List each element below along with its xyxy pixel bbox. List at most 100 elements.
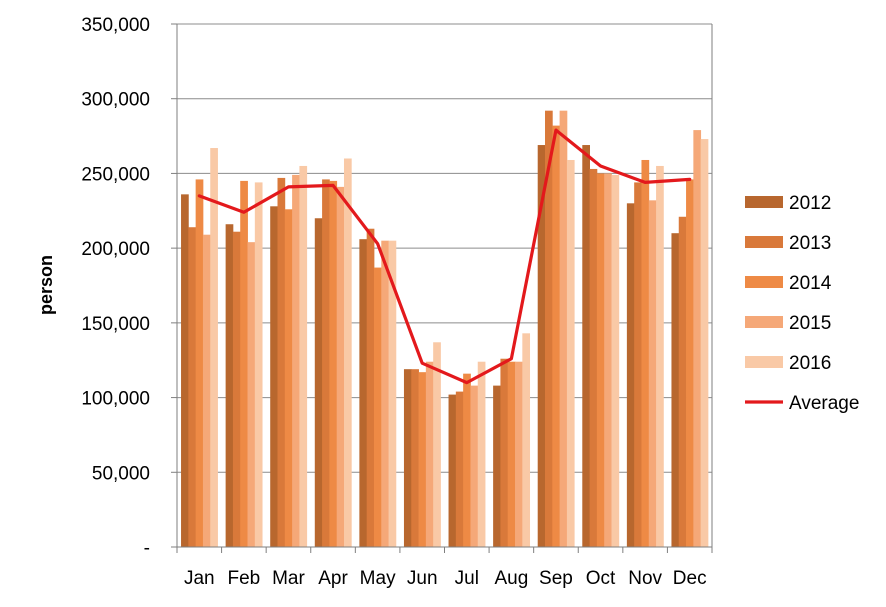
- bar-2012-Oct: [582, 145, 590, 547]
- x-tick-label: Sep: [539, 568, 573, 589]
- bar-2014-Jun: [418, 372, 427, 547]
- x-tick-label: Feb: [228, 568, 261, 589]
- x-tick-label: Jun: [407, 568, 438, 589]
- bar-2016-Jun: [433, 342, 441, 547]
- bar-2013-Feb: [232, 231, 241, 547]
- bar-2016-Nov: [656, 165, 664, 547]
- y-axis-label: person: [36, 255, 56, 315]
- bar-2014-Jul: [463, 373, 471, 547]
- x-tick-label: Aug: [494, 568, 528, 589]
- bar-2013-Jan: [188, 227, 197, 548]
- bar-2014-Apr: [329, 180, 338, 547]
- bar-2012-Apr: [314, 218, 323, 547]
- x-tick-label: Nov: [628, 568, 662, 589]
- legend-label-2013: 2013: [789, 233, 831, 254]
- bar-2016-Sep: [566, 159, 575, 548]
- x-tick-labels: Jan Feb Mar Apr May Jun Jul Aug Sep Oct Nov Dec: [184, 568, 707, 589]
- x-tick-label: Jul: [455, 568, 479, 589]
- bar-2013-May: [366, 228, 375, 547]
- legend-label-2016: 2016: [789, 353, 831, 374]
- bar-2012-Dec: [671, 233, 680, 547]
- bar-2016-Oct: [611, 174, 620, 547]
- legend-swatch-2012: [745, 196, 783, 208]
- bars: [181, 110, 709, 548]
- bar-2012-Mar: [270, 206, 278, 547]
- bar-2012-Jan: [181, 194, 189, 547]
- legend-swatch-2016: [745, 356, 783, 368]
- bar-2016-Jan: [210, 148, 218, 548]
- x-tick-label: May: [360, 568, 396, 589]
- average-line-group: [197, 128, 692, 385]
- bar-2015-Sep: [559, 110, 568, 547]
- bar-2016-Dec: [700, 139, 709, 547]
- bar-2012-Jun: [403, 369, 412, 547]
- gridlines: [177, 23, 712, 473]
- y-tick-label: 50,000: [92, 463, 150, 484]
- bar-2016-Apr: [343, 158, 352, 547]
- y-tick-label: 200,000: [81, 239, 150, 260]
- axes: [171, 23, 713, 553]
- x-tick-label: Mar: [272, 568, 305, 589]
- y-tick-label: -: [144, 538, 150, 559]
- legend-swatch-2015: [745, 316, 783, 328]
- bar-2015-Jun: [425, 361, 434, 547]
- bar-2013-Oct: [589, 168, 598, 547]
- bar-2015-Aug: [515, 361, 523, 547]
- bar-2016-Feb: [254, 182, 263, 547]
- legend-label-Average: Average: [789, 393, 859, 414]
- bar-2015-Apr: [336, 186, 345, 547]
- legend: 2012 2013 2014 2015 2016 Average: [745, 193, 859, 414]
- bar-2013-Apr: [322, 179, 330, 548]
- bar-2015-Nov: [648, 200, 657, 547]
- bar-2013-Dec: [678, 216, 687, 547]
- bar-2016-Mar: [299, 165, 308, 547]
- bar-2014-Oct: [596, 173, 605, 547]
- bar-2012-Nov: [626, 203, 635, 548]
- bar-2015-Jan: [202, 234, 211, 548]
- x-tick-label: Apr: [318, 568, 348, 589]
- legend-swatch-2013: [745, 236, 783, 248]
- bar-2012-Sep: [537, 145, 546, 547]
- bar-2015-Mar: [292, 174, 300, 547]
- bar-2014-Sep: [552, 125, 561, 548]
- x-tick-label: Dec: [673, 568, 707, 589]
- y-tick-label: 100,000: [81, 389, 150, 410]
- bar-2014-Dec: [686, 179, 694, 548]
- bar-2014-Mar: [284, 209, 293, 547]
- bar-2014-Aug: [507, 361, 516, 547]
- bar-2013-Jun: [411, 369, 419, 547]
- series-line-Average: [197, 128, 692, 385]
- bar-2012-Aug: [493, 385, 501, 547]
- bar-2016-May: [388, 240, 397, 547]
- x-tick-label: Oct: [586, 568, 616, 589]
- bar-2016-Jul: [477, 361, 486, 547]
- bar-2014-Nov: [641, 159, 650, 548]
- bar-2014-May: [373, 267, 382, 547]
- bar-2015-May: [381, 240, 389, 547]
- bar-2013-Mar: [277, 177, 286, 547]
- bar-2013-Sep: [545, 110, 553, 547]
- bar-2016-Aug: [522, 333, 531, 547]
- bar-2014-Jan: [195, 179, 204, 548]
- legend-label-2012: 2012: [789, 193, 831, 214]
- bar-2015-Oct: [604, 173, 612, 547]
- bar-2014-Feb: [240, 180, 248, 547]
- legend-label-2015: 2015: [789, 313, 831, 334]
- y-tick-label: 350,000: [81, 15, 150, 36]
- x-tick-label: Jan: [184, 568, 215, 589]
- y-tick-label: 150,000: [81, 314, 150, 335]
- y-tick-label: 250,000: [81, 164, 150, 185]
- bar-2013-Jul: [455, 391, 464, 547]
- bar-2015-Dec: [693, 130, 702, 547]
- legend-label-2014: 2014: [789, 273, 832, 294]
- bar-2013-Aug: [500, 358, 509, 547]
- bar-2015-Jul: [470, 385, 479, 547]
- y-tick-label: 300,000: [81, 90, 150, 111]
- y-tick-labels: - 50,000 100,000 150,000 200,000 250,000 300,0…: [81, 15, 150, 559]
- bar-2013-Nov: [634, 182, 642, 547]
- bar-2012-Jul: [448, 394, 457, 547]
- bar-2012-Feb: [225, 224, 234, 547]
- bar-2012-May: [359, 239, 368, 548]
